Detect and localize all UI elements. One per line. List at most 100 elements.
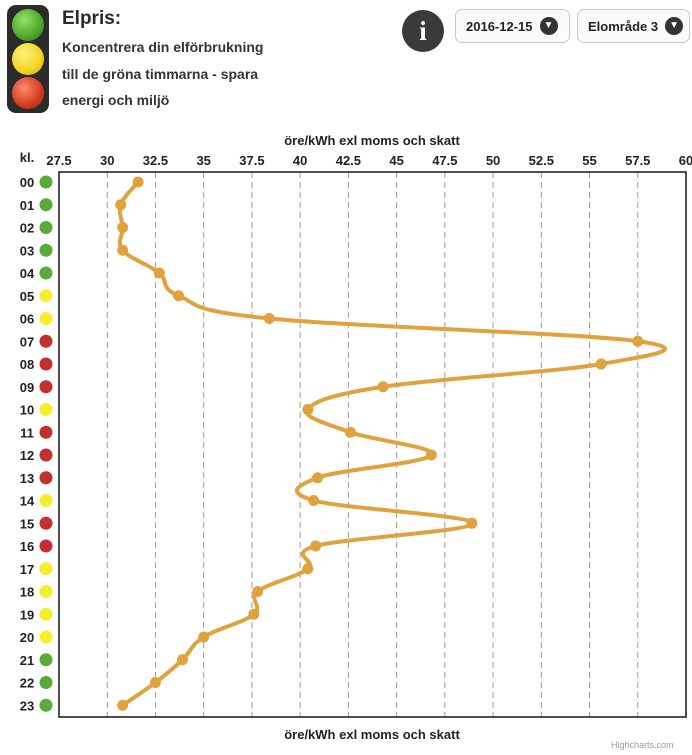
price-level-dot-green bbox=[39, 698, 53, 712]
grid-lines bbox=[106, 172, 639, 717]
price-level-dot-yellow bbox=[39, 494, 53, 507]
price-point[interactable] bbox=[198, 631, 210, 643]
hour-label: 16 bbox=[20, 539, 34, 554]
price-point[interactable] bbox=[132, 176, 144, 188]
hour-label: 22 bbox=[20, 676, 34, 691]
price-point[interactable] bbox=[176, 654, 188, 666]
hour-label: 05 bbox=[20, 289, 34, 304]
price-level-dot-green bbox=[39, 243, 53, 257]
price-level-dot-green bbox=[39, 266, 53, 280]
hour-label: 04 bbox=[20, 266, 35, 281]
x-tick-label: 32.5 bbox=[143, 153, 168, 168]
price-point[interactable] bbox=[153, 267, 165, 279]
hour-label: 10 bbox=[20, 403, 34, 418]
price-point[interactable] bbox=[117, 222, 129, 233]
hour-labels: 00 01 02 03 04 05 06 07 08 09 10 11 12 13 14 15 16 17 18 19… bbox=[20, 175, 35, 713]
hour-label: 08 bbox=[20, 357, 34, 372]
price-point[interactable] bbox=[173, 290, 185, 302]
green-light-icon bbox=[12, 9, 44, 41]
hour-label: 18 bbox=[20, 585, 34, 600]
price-level-dot-yellow bbox=[39, 607, 53, 621]
price-points bbox=[115, 176, 644, 711]
price-level-dot-green bbox=[39, 175, 53, 189]
date-select-value: 2016-12-15 bbox=[466, 18, 533, 34]
price-point[interactable] bbox=[117, 244, 129, 256]
price-level-dot-red bbox=[39, 357, 53, 371]
price-level-dot-red bbox=[39, 334, 53, 348]
price-level-dot-red bbox=[39, 539, 53, 553]
hour-label: 00 bbox=[20, 175, 34, 190]
price-point[interactable] bbox=[595, 358, 607, 370]
hour-label: 13 bbox=[20, 471, 34, 486]
x-tick-label: 57.5 bbox=[625, 153, 650, 168]
x-tick-label: 52.5 bbox=[529, 153, 554, 168]
hour-label: 23 bbox=[20, 698, 34, 713]
price-level-dot-yellow bbox=[39, 289, 53, 303]
price-level-dot-yellow bbox=[39, 630, 53, 644]
x-tick-label: 30 bbox=[100, 153, 114, 168]
chart-credits[interactable]: Highcharts.com bbox=[611, 740, 674, 750]
hour-label: 01 bbox=[20, 198, 34, 213]
price-point[interactable] bbox=[115, 199, 127, 211]
price-level-dot-yellow bbox=[39, 562, 53, 576]
hour-label: 21 bbox=[20, 653, 34, 668]
hour-label: 15 bbox=[20, 516, 34, 531]
x-tick-label: 45 bbox=[389, 153, 403, 168]
price-point[interactable] bbox=[466, 517, 478, 529]
price-point[interactable] bbox=[302, 404, 314, 415]
hour-label: 09 bbox=[20, 380, 34, 395]
price-point[interactable] bbox=[248, 608, 260, 620]
price-point[interactable] bbox=[302, 563, 314, 575]
price-point[interactable] bbox=[308, 495, 320, 506]
x-tick-label: 37.5 bbox=[239, 153, 264, 168]
x-tick-label: 55 bbox=[582, 153, 596, 168]
price-level-dot-yellow bbox=[39, 585, 53, 598]
hour-label: 19 bbox=[20, 607, 34, 622]
header-text-line-1: Koncentrera din elförbrukning bbox=[62, 39, 264, 55]
hour-label: 12 bbox=[20, 448, 34, 463]
price-point[interactable] bbox=[263, 313, 275, 324]
x-tick-label: 60 bbox=[679, 153, 692, 168]
area-select[interactable]: Elområde 3 ▼ bbox=[577, 9, 690, 43]
price-level-dot-green bbox=[39, 198, 53, 212]
price-point[interactable] bbox=[310, 540, 322, 552]
category-axis-title: kl. bbox=[20, 150, 34, 165]
hour-label: 03 bbox=[20, 243, 34, 258]
hour-label: 02 bbox=[20, 221, 34, 236]
hour-label: 14 bbox=[20, 494, 35, 509]
info-button[interactable]: i bbox=[402, 10, 444, 52]
price-level-dot-red bbox=[39, 448, 53, 462]
x-tick-labels: 27.5 30 32.5 35 37.5 40 42.5 45 47.5 50 52.5 55 57.5… bbox=[46, 153, 692, 168]
price-point[interactable] bbox=[425, 449, 437, 461]
x-tick-label: 27.5 bbox=[46, 153, 71, 168]
price-level-dot-red bbox=[39, 516, 53, 530]
chevron-down-icon: ▼ bbox=[665, 17, 684, 35]
price-level-indicators bbox=[39, 175, 53, 712]
price-point[interactable] bbox=[632, 335, 644, 347]
x-axis-title-bottom: öre/kWh exl moms och skatt bbox=[284, 727, 460, 740]
price-point[interactable] bbox=[377, 381, 389, 393]
price-level-dot-red bbox=[39, 471, 53, 485]
chevron-down-icon: ▼ bbox=[539, 17, 558, 35]
yellow-light-icon bbox=[12, 43, 44, 75]
x-tick-label: 47.5 bbox=[432, 153, 457, 168]
price-chart: öre/kWh exl moms och skatt öre/kWh exl m… bbox=[20, 133, 692, 740]
hour-label: 06 bbox=[20, 312, 34, 327]
price-level-dot-red bbox=[39, 425, 53, 439]
x-tick-label: 42.5 bbox=[336, 153, 361, 168]
date-select[interactable]: 2016-12-15 ▼ bbox=[455, 9, 570, 43]
x-tick-label: 50 bbox=[486, 153, 500, 168]
price-point[interactable] bbox=[312, 472, 324, 484]
plot-border bbox=[58, 171, 687, 718]
price-level-dot-red bbox=[39, 380, 53, 394]
red-light-icon bbox=[12, 77, 44, 109]
price-point[interactable] bbox=[252, 586, 264, 597]
header-text-line-2: till de gröna timmarna - spara bbox=[62, 66, 259, 82]
price-point[interactable] bbox=[344, 426, 356, 438]
price-point[interactable] bbox=[117, 699, 129, 711]
hour-label: 11 bbox=[20, 425, 34, 440]
price-point[interactable] bbox=[149, 677, 161, 688]
traffic-light-icon bbox=[7, 5, 49, 113]
x-tick-label: 40 bbox=[293, 153, 307, 168]
hour-label: 17 bbox=[20, 562, 34, 577]
